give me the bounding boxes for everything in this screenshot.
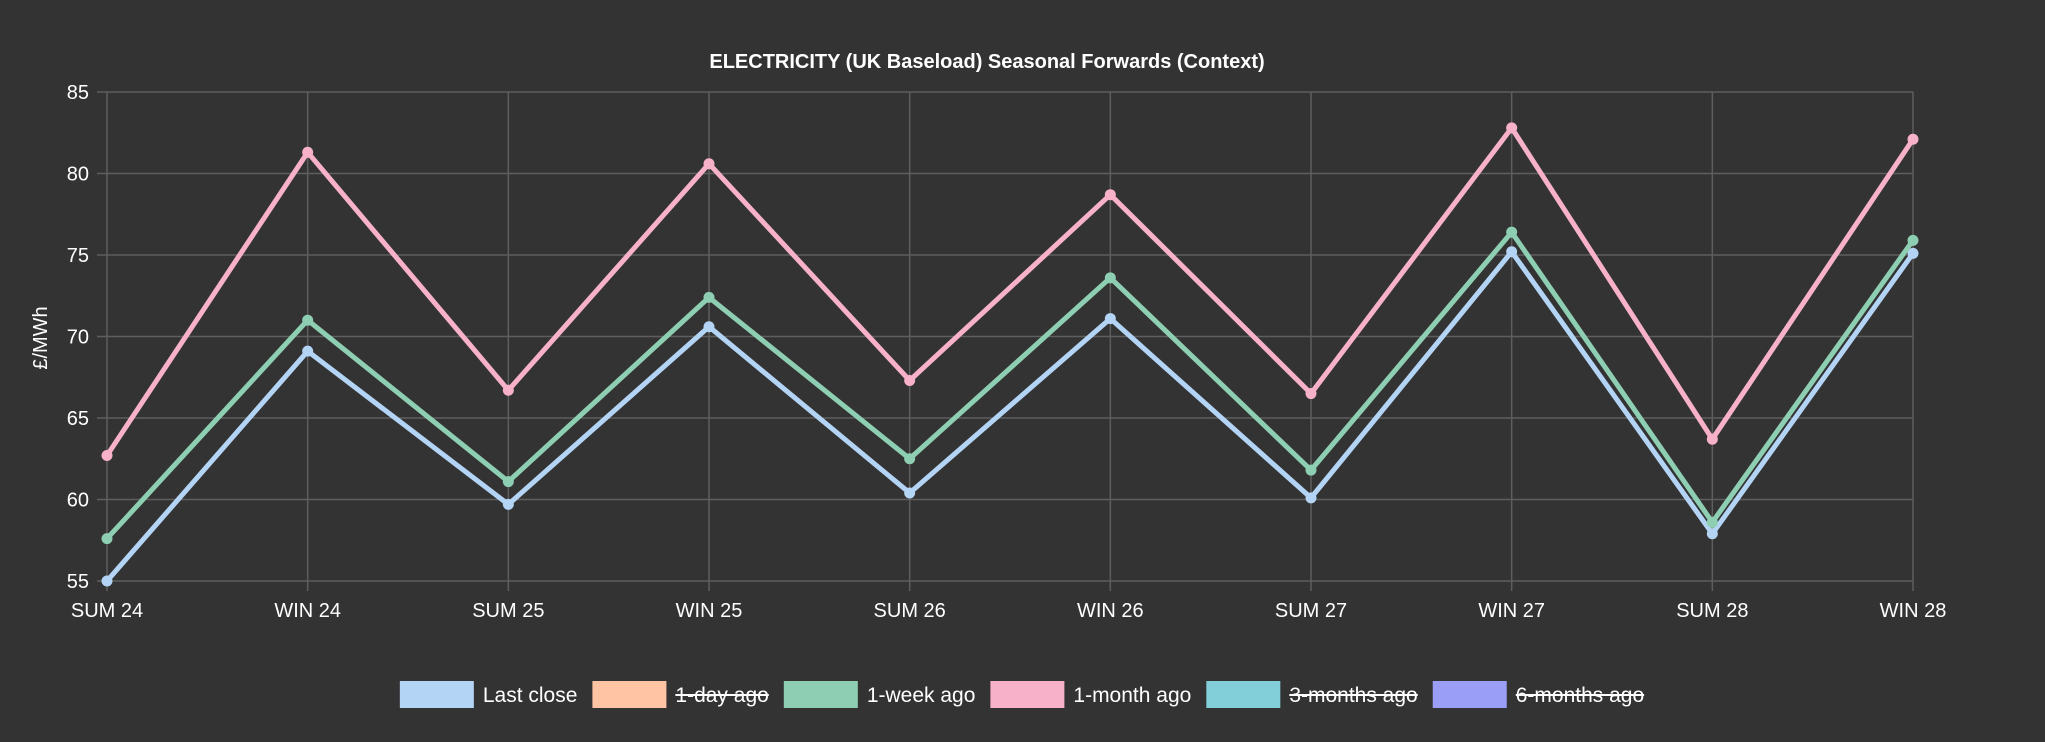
y-tick-label: 55 (67, 571, 89, 593)
x-tick-label: SUM 25 (472, 600, 544, 622)
x-tick-label: WIN 27 (1478, 600, 1545, 622)
data-point[interactable] (1907, 234, 1919, 246)
legend-swatch (1206, 681, 1281, 708)
data-point[interactable] (904, 375, 916, 387)
data-point[interactable] (1104, 272, 1116, 284)
data-point[interactable] (502, 498, 514, 510)
legend-item-6-months-ago[interactable]: 6-months ago (1432, 681, 1645, 708)
data-point[interactable] (703, 291, 715, 303)
data-point[interactable] (1907, 247, 1919, 259)
data-point[interactable] (302, 314, 314, 326)
x-tick-label: SUM 27 (1275, 600, 1347, 622)
data-point[interactable] (101, 575, 113, 587)
data-point[interactable] (1305, 388, 1317, 400)
data-point[interactable] (1305, 464, 1317, 476)
data-point[interactable] (1706, 433, 1718, 445)
data-point[interactable] (904, 487, 916, 499)
data-point[interactable] (1305, 492, 1317, 504)
data-point[interactable] (502, 384, 514, 396)
data-point[interactable] (101, 533, 113, 545)
data-point[interactable] (1706, 516, 1718, 528)
y-tick-label: 60 (67, 490, 89, 512)
legend-item-3-months-ago[interactable]: 3-months ago (1206, 681, 1418, 708)
data-point[interactable] (1104, 313, 1116, 325)
y-axis-ticks: 55 60 65 70 75 80 85 (67, 82, 89, 593)
x-tick-label: WIN 24 (274, 600, 341, 622)
legend-item-1-week-ago[interactable]: 1-week ago (783, 681, 976, 708)
y-tick-label: 70 (67, 327, 89, 349)
x-tick-label: SUM 28 (1676, 600, 1748, 622)
legend-swatch (1432, 681, 1507, 708)
series-last-close (101, 246, 1919, 587)
y-tick-label: 65 (67, 408, 89, 430)
y-tick-label: 85 (67, 82, 89, 104)
legend-swatch (783, 681, 858, 708)
series-1-month-ago (101, 122, 1919, 461)
x-axis-ticks: SUM 24 WIN 24 SUM 25 WIN 25 SUM 26 WIN 26 SUM … (71, 600, 1946, 622)
data-point[interactable] (1104, 189, 1116, 201)
data-point[interactable] (703, 321, 715, 333)
legend-label: 1-week ago (867, 684, 976, 707)
y-axis-label: £/MWh (30, 306, 52, 369)
grid (97, 91, 1914, 591)
data-point[interactable] (502, 476, 514, 488)
data-point[interactable] (1706, 528, 1718, 540)
legend-swatch (592, 681, 667, 708)
data-point[interactable] (101, 449, 113, 461)
data-point[interactable] (1506, 122, 1518, 134)
series-lines (101, 122, 1919, 587)
x-tick-label: WIN 28 (1880, 600, 1947, 622)
y-tick-label: 75 (67, 245, 89, 267)
legend-label: Last close (483, 684, 578, 707)
legend-item-1-day-ago[interactable]: 1-day ago (592, 681, 769, 708)
data-point[interactable] (1907, 133, 1919, 145)
x-tick-label: SUM 26 (874, 600, 946, 622)
data-point[interactable] (703, 158, 715, 170)
legend-label: 1-month ago (1073, 684, 1191, 707)
legend-item-1-month-ago[interactable]: 1-month ago (990, 681, 1191, 708)
legend-item-last-close[interactable]: Last close (399, 681, 578, 708)
x-tick-label: WIN 26 (1077, 600, 1144, 622)
chart-title: ELECTRICITY (UK Baseload) Seasonal Forwa… (709, 51, 1264, 73)
x-tick-label: SUM 24 (71, 600, 143, 622)
legend-swatch (399, 681, 474, 708)
series-line (105, 247, 1916, 583)
series-line (104, 123, 1916, 457)
legend: Last close 1-day ago 1-week ago 1-month ago… (399, 681, 1645, 708)
y-tick-label: 80 (67, 164, 89, 186)
data-point[interactable] (302, 345, 314, 357)
data-point[interactable] (302, 146, 314, 158)
x-tick-label: WIN 25 (676, 600, 743, 622)
series-line (105, 228, 1916, 541)
data-point[interactable] (904, 453, 916, 465)
data-point[interactable] (1506, 226, 1518, 238)
series-1-week-ago (101, 226, 1919, 545)
data-point[interactable] (1506, 246, 1518, 258)
legend-swatch (990, 681, 1065, 708)
